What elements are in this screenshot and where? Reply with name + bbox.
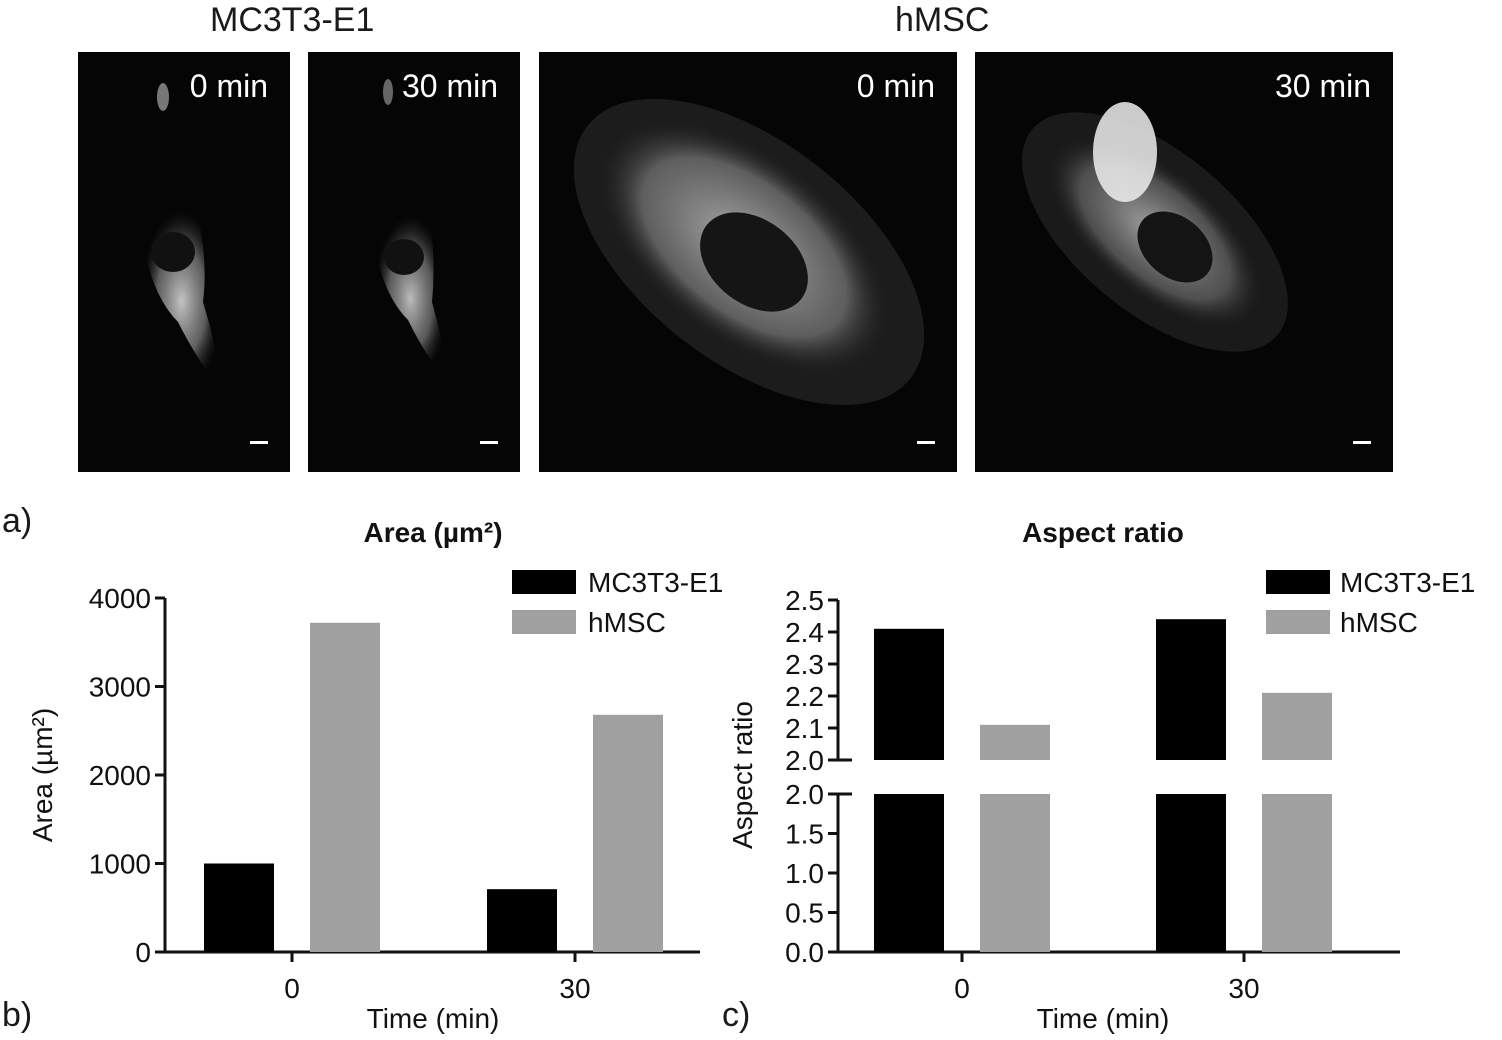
micrograph-hmsc-30min: 30 min [975, 52, 1393, 472]
bar-hmsc [593, 714, 663, 952]
time-label: 30 min [401, 68, 498, 104]
y-axis-label: Area (µm²) [27, 708, 58, 842]
y-tick-label: 4000 [89, 583, 151, 614]
y-tick-label: 3000 [89, 672, 151, 703]
bar-mc3t3-e1-upper [1156, 619, 1226, 760]
legend-label: MC3T3-E1 [588, 567, 723, 598]
y-tick-label: 1.0 [785, 858, 824, 889]
cell-hmsc-30min-image [1022, 102, 1288, 352]
micrograph-mc3t3-30min: 30 min [308, 52, 520, 472]
legend-label: MC3T3-E1 [1340, 567, 1475, 598]
group-title-mc3t3: MC3T3-E1 [210, 1, 375, 39]
time-label: 0 min [856, 68, 935, 104]
scale-bar [917, 441, 935, 444]
y-tick-label: 2000 [89, 760, 151, 791]
bar-mc3t3-e1-upper [874, 628, 944, 760]
x-tick-label: 0 [954, 973, 970, 1004]
bar-mc3t3-e1-lower [874, 794, 944, 952]
scale-bar [1353, 441, 1371, 444]
x-tick-label: 0 [284, 973, 300, 1004]
time-label: 30 min [1274, 68, 1371, 104]
bar-mc3t3-e1-lower [1156, 794, 1226, 952]
cell-mc3t3-0min-image [140, 83, 223, 392]
x-tick-label: 30 [1228, 973, 1259, 1004]
y-tick-label: 2.3 [785, 649, 824, 680]
y-tick-label: 1.5 [785, 819, 824, 850]
chart-title: Aspect ratio [1022, 517, 1184, 548]
y-tick-label: 2.0 [785, 779, 824, 810]
x-axis-label: Time (min) [1037, 1003, 1170, 1034]
cell-hmsc-0min-image [573, 98, 925, 406]
bar-hmsc-upper [1262, 692, 1332, 760]
legend-label: hMSC [1340, 607, 1418, 638]
y-tick-label: 2.4 [785, 617, 824, 648]
legend-label: hMSC [588, 607, 666, 638]
chart-title: Area (µm²) [363, 517, 502, 548]
legend-swatch [1266, 610, 1330, 634]
panel-letter-b: b) [2, 996, 33, 1034]
y-tick-label: 1000 [89, 849, 151, 880]
legend-swatch [512, 570, 576, 594]
y-tick-label: 2.0 [785, 745, 824, 776]
y-tick-label: 2.1 [785, 713, 824, 744]
y-tick-label: 0 [135, 937, 151, 968]
time-label: 0 min [189, 68, 268, 104]
panel-letter-a: a) [2, 502, 33, 540]
cell-mc3t3-30min-image [373, 79, 448, 382]
x-tick-label: 30 [559, 973, 590, 1004]
panel-letter-c: c) [722, 996, 751, 1034]
x-axis-label: Time (min) [367, 1003, 500, 1034]
y-tick-label: 2.2 [785, 681, 824, 712]
y-tick-label: 2.5 [785, 585, 824, 616]
area-chart: Area (µm²) 0 1000 2000 3000 4000 Area (µm²) 0 30… [27, 517, 723, 1034]
scale-bar [480, 441, 498, 444]
micrograph-hmsc-0min: 0 min [539, 52, 957, 472]
legend-swatch [512, 610, 576, 634]
group-title-hmsc: hMSC [895, 1, 990, 39]
micrograph-mc3t3-0min: 0 min [78, 52, 290, 472]
bar-hmsc-upper [980, 724, 1050, 760]
y-tick-label: 0.5 [785, 898, 824, 929]
bar-hmsc-lower [980, 794, 1050, 952]
scale-bar [250, 441, 268, 444]
bar-mc3t3-e1 [204, 863, 274, 952]
bar-hmsc-lower [1262, 794, 1332, 952]
legend-swatch [1266, 570, 1330, 594]
y-tick-label: 0.0 [785, 937, 824, 968]
bar-mc3t3-e1 [487, 889, 557, 952]
bar-hmsc [310, 622, 380, 952]
